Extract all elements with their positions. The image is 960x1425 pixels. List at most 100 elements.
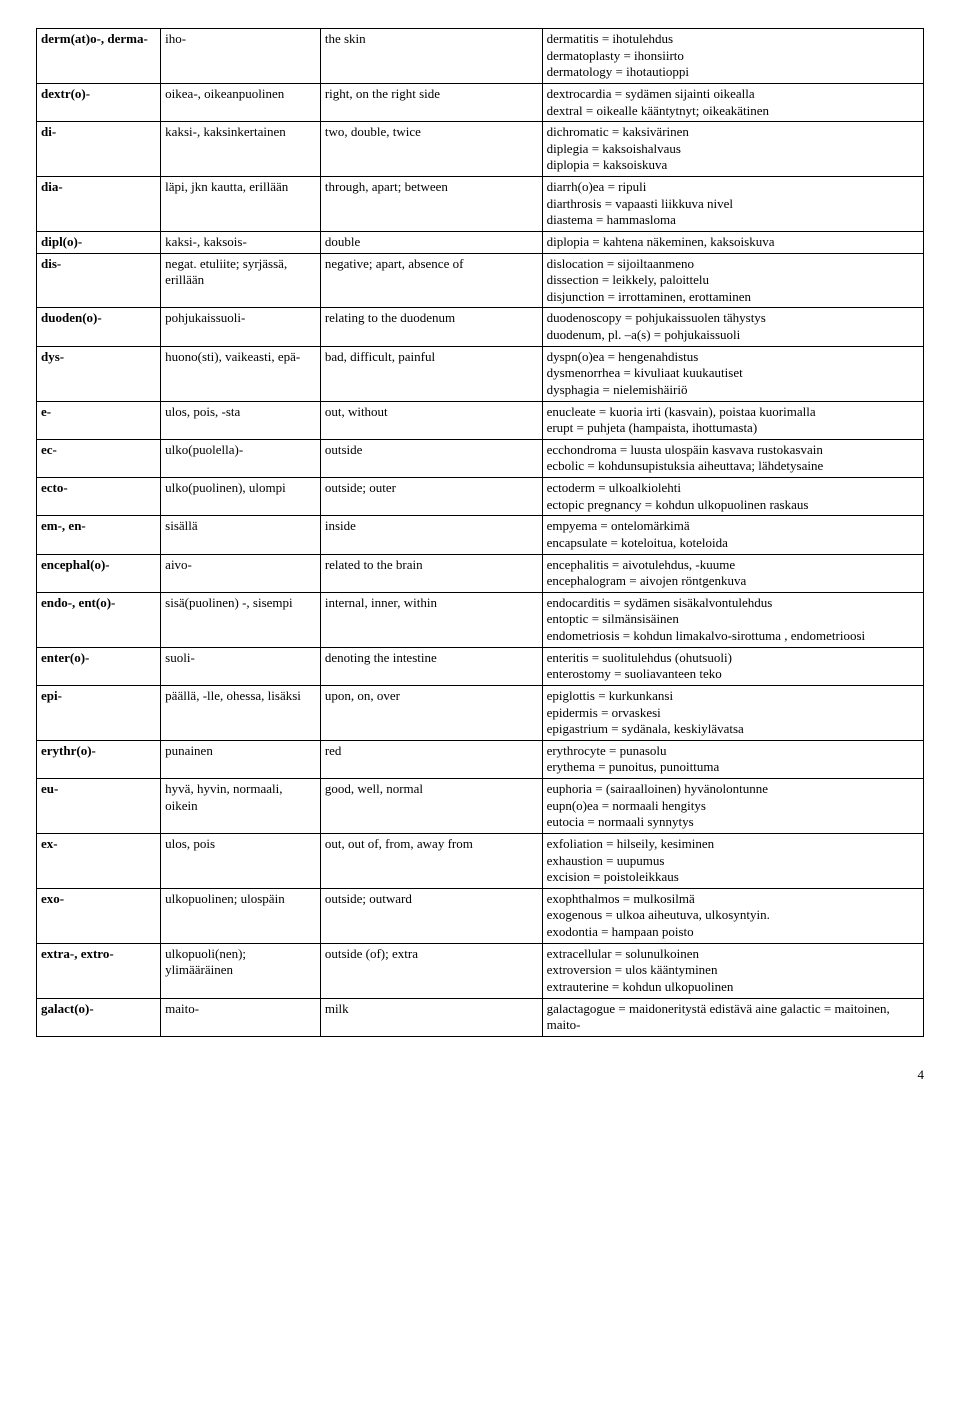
finnish-cell: ulos, pois <box>161 833 321 888</box>
finnish-cell: ulkopuolinen; ulospäin <box>161 888 321 943</box>
table-row: eu-hyvä, hyvin, normaali, oikeingood, we… <box>37 779 924 834</box>
table-row: galact(o)-maito-milkgalactagogue = maido… <box>37 998 924 1036</box>
prefix-cell: epi- <box>37 685 161 740</box>
english-cell: milk <box>320 998 542 1036</box>
table-row: ecto-ulko(puolinen), ulompioutside; oute… <box>37 478 924 516</box>
prefix-cell: ec- <box>37 439 161 477</box>
finnish-cell: negat. etuliite; syrjässä, erillään <box>161 253 321 308</box>
table-row: dia-läpi, jkn kautta, erilläänthrough, a… <box>37 177 924 232</box>
table-row: dis-negat. etuliite; syrjässä, erilläänn… <box>37 253 924 308</box>
table-row: epi-päällä, -lle, ohessa, lisäksiupon, o… <box>37 685 924 740</box>
examples-cell: extracellular = solunulkoinenextroversio… <box>542 943 923 998</box>
examples-cell: dermatitis = ihotulehdusdermatoplasty = … <box>542 29 923 84</box>
table-row: duoden(o)-pohjukaissuoli-relating to the… <box>37 308 924 346</box>
finnish-cell: päällä, -lle, ohessa, lisäksi <box>161 685 321 740</box>
english-cell: double <box>320 231 542 253</box>
examples-cell: diarrh(o)ea = ripulidiarthrosis = vapaas… <box>542 177 923 232</box>
prefix-cell: di- <box>37 122 161 177</box>
english-cell: out, out of, from, away from <box>320 833 542 888</box>
english-cell: two, double, twice <box>320 122 542 177</box>
examples-cell: exophthalmos = mulkosilmäexogenous = ulk… <box>542 888 923 943</box>
prefix-table: derm(at)o-, derma-iho-the skindermatitis… <box>36 28 924 1037</box>
examples-cell: duodenoscopy = pohjukaissuolen tähystysd… <box>542 308 923 346</box>
table-row: dipl(o)-kaksi-, kaksois-doublediplopia =… <box>37 231 924 253</box>
finnish-cell: suoli- <box>161 647 321 685</box>
table-row: e-ulos, pois, -staout, withoutenucleate … <box>37 401 924 439</box>
english-cell: negative; apart, absence of <box>320 253 542 308</box>
prefix-cell: e- <box>37 401 161 439</box>
table-row: encephal(o)-aivo-related to the brainenc… <box>37 554 924 592</box>
examples-cell: dichromatic = kaksivärinendiplegia = kak… <box>542 122 923 177</box>
finnish-cell: oikea-, oikeanpuolinen <box>161 83 321 121</box>
english-cell: denoting the intestine <box>320 647 542 685</box>
examples-cell: ecchondroma = luusta ulospäin kasvava ru… <box>542 439 923 477</box>
examples-cell: epiglottis = kurkunkansiepidermis = orva… <box>542 685 923 740</box>
finnish-cell: maito- <box>161 998 321 1036</box>
prefix-cell: dys- <box>37 346 161 401</box>
examples-cell: dextrocardia = sydämen sijainti oikealla… <box>542 83 923 121</box>
table-row: exo-ulkopuolinen; ulospäinoutside; outwa… <box>37 888 924 943</box>
examples-cell: encephalitis = aivotulehdus, -kuumeencep… <box>542 554 923 592</box>
table-row: derm(at)o-, derma-iho-the skindermatitis… <box>37 29 924 84</box>
prefix-cell: encephal(o)- <box>37 554 161 592</box>
examples-cell: empyema = ontelomärkimäencapsulate = kot… <box>542 516 923 554</box>
examples-cell: endocarditis = sydämen sisäkalvontulehdu… <box>542 592 923 647</box>
finnish-cell: ulkopuoli(nen); ylimääräinen <box>161 943 321 998</box>
finnish-cell: kaksi-, kaksinkertainen <box>161 122 321 177</box>
table-row: em-, en-sisälläinsideempyema = ontelomär… <box>37 516 924 554</box>
english-cell: relating to the duodenum <box>320 308 542 346</box>
table-row: di-kaksi-, kaksinkertainentwo, double, t… <box>37 122 924 177</box>
table-row: endo-, ent(o)-sisä(puolinen) -, sisempii… <box>37 592 924 647</box>
english-cell: outside <box>320 439 542 477</box>
english-cell: outside (of); extra <box>320 943 542 998</box>
english-cell: right, on the right side <box>320 83 542 121</box>
english-cell: upon, on, over <box>320 685 542 740</box>
finnish-cell: pohjukaissuoli- <box>161 308 321 346</box>
prefix-cell: duoden(o)- <box>37 308 161 346</box>
english-cell: related to the brain <box>320 554 542 592</box>
table-row: dys-huono(sti), vaikeasti, epä-bad, diff… <box>37 346 924 401</box>
finnish-cell: huono(sti), vaikeasti, epä- <box>161 346 321 401</box>
prefix-cell: dipl(o)- <box>37 231 161 253</box>
english-cell: through, apart; between <box>320 177 542 232</box>
prefix-cell: ecto- <box>37 478 161 516</box>
table-row: dextr(o)-oikea-, oikeanpuolinenright, on… <box>37 83 924 121</box>
page-number: 4 <box>36 1067 924 1083</box>
english-cell: outside; outer <box>320 478 542 516</box>
prefix-cell: erythr(o)- <box>37 740 161 778</box>
prefix-cell: em-, en- <box>37 516 161 554</box>
english-cell: inside <box>320 516 542 554</box>
english-cell: the skin <box>320 29 542 84</box>
finnish-cell: aivo- <box>161 554 321 592</box>
prefix-cell: endo-, ent(o)- <box>37 592 161 647</box>
prefix-cell: exo- <box>37 888 161 943</box>
prefix-cell: extra-, extro- <box>37 943 161 998</box>
table-row: erythr(o)-punainenrederythrocyte = punas… <box>37 740 924 778</box>
prefix-cell: galact(o)- <box>37 998 161 1036</box>
english-cell: good, well, normal <box>320 779 542 834</box>
finnish-cell: ulko(puolella)- <box>161 439 321 477</box>
prefix-cell: dextr(o)- <box>37 83 161 121</box>
prefix-cell: dis- <box>37 253 161 308</box>
finnish-cell: iho- <box>161 29 321 84</box>
english-cell: red <box>320 740 542 778</box>
finnish-cell: sisällä <box>161 516 321 554</box>
table-row: ex-ulos, poisout, out of, from, away fro… <box>37 833 924 888</box>
table-row: ec-ulko(puolella)-outsideecchondroma = l… <box>37 439 924 477</box>
examples-cell: dislocation = sijoiltaanmenodissection =… <box>542 253 923 308</box>
examples-cell: exfoliation = hilseily, kesiminenexhaust… <box>542 833 923 888</box>
english-cell: bad, difficult, painful <box>320 346 542 401</box>
prefix-cell: dia- <box>37 177 161 232</box>
prefix-cell: ex- <box>37 833 161 888</box>
finnish-cell: sisä(puolinen) -, sisempi <box>161 592 321 647</box>
examples-cell: enteritis = suolitulehdus (ohutsuoli)ent… <box>542 647 923 685</box>
examples-cell: galactagogue = maidoneritystä edistävä a… <box>542 998 923 1036</box>
table-row: enter(o)-suoli-denoting the intestineent… <box>37 647 924 685</box>
prefix-cell: enter(o)- <box>37 647 161 685</box>
examples-cell: erythrocyte = punasoluerythema = punoitu… <box>542 740 923 778</box>
finnish-cell: ulko(puolinen), ulompi <box>161 478 321 516</box>
finnish-cell: hyvä, hyvin, normaali, oikein <box>161 779 321 834</box>
examples-cell: dyspn(o)ea = hengenahdistusdysmenorrhea … <box>542 346 923 401</box>
examples-cell: enucleate = kuoria irti (kasvain), poist… <box>542 401 923 439</box>
finnish-cell: läpi, jkn kautta, erillään <box>161 177 321 232</box>
